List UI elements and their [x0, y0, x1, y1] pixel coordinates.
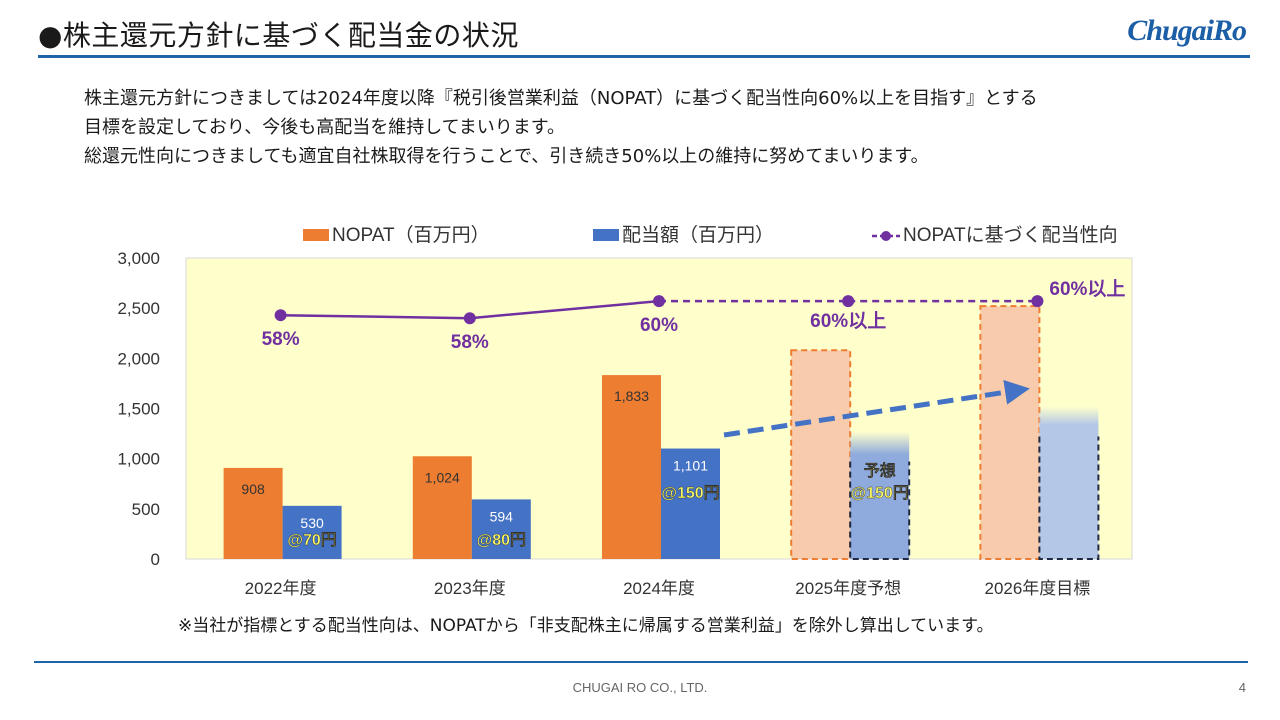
nopat-value-label: 908 — [241, 481, 265, 497]
y-tick-label: 500 — [132, 500, 160, 519]
y-tick-label: 2,500 — [117, 299, 160, 318]
payout-ratio-point — [274, 309, 287, 322]
dividend-bar — [282, 505, 342, 559]
legend-swatch — [303, 229, 329, 241]
footnote: ※当社が指標とする配当性向は、NOPATから「非支配株主に帰属する営業利益」を除… — [178, 616, 994, 636]
nopat-bar — [602, 375, 661, 559]
payout-ratio-line — [280, 313, 470, 320]
y-tick-label: 3,000 — [117, 249, 160, 268]
payout-ratio-point — [463, 312, 476, 325]
payout-ratio-point — [1031, 295, 1044, 308]
legend-label: 配当額（百万円） — [622, 224, 774, 246]
nopat-bar — [790, 349, 852, 560]
trend-arrow — [723, 379, 1030, 438]
dividend-bar — [661, 448, 720, 559]
payout-ratio-label: 58% — [451, 332, 489, 353]
title-divider — [38, 55, 1250, 58]
payout-ratio-label: 60%以上 — [1049, 278, 1125, 300]
footer-divider — [34, 661, 1248, 663]
y-tick-label: 1,500 — [117, 400, 160, 419]
intro-line-2: 目標を設定しており、今後も高配当を維持してまいります。 — [84, 117, 565, 138]
x-tick-label: 2022年度 — [245, 579, 317, 598]
nopat-bar — [979, 305, 1041, 560]
payout-ratio-point — [842, 295, 855, 308]
y-tick-label: 2,000 — [117, 349, 160, 368]
dividend-bar-outline — [849, 461, 911, 560]
nopat-bar — [412, 456, 472, 559]
legend-label: NOPATに基づく配当性向 — [903, 224, 1118, 246]
payout-ratio-label: 60% — [640, 315, 678, 336]
x-tick-label: 2025年度予想 — [795, 579, 901, 598]
payout-ratio-label: 60%以上 — [810, 310, 886, 332]
nopat-value-label: 1,833 — [614, 388, 649, 404]
nopat-value-label: 1,024 — [425, 469, 460, 485]
payout-ratio-label: 58% — [262, 329, 300, 350]
dividend-bar — [471, 499, 531, 559]
per-share-annotation: 予想 — [864, 461, 896, 480]
per-share-annotation: @150円 — [661, 484, 719, 502]
intro-text: 株主還元方針につきましては2024年度以降『税引後営業利益（NOPAT）に基づく… — [84, 84, 1234, 171]
payout-ratio-line — [469, 299, 660, 320]
per-share-annotation: @70円 — [287, 531, 336, 549]
dividend-value-label: 530 — [300, 515, 324, 531]
page-number: 4 — [1238, 680, 1246, 695]
nopat-bar — [223, 467, 283, 559]
dividend-bar — [850, 431, 910, 559]
x-tick-label: 2023年度 — [434, 579, 506, 598]
per-share-annotation: @80円 — [477, 531, 526, 549]
legend-marker — [881, 231, 891, 241]
page-title: ●株主還元方針に基づく配当金の状況 — [38, 19, 519, 52]
y-tick-label: 1,000 — [117, 450, 160, 469]
x-tick-label: 2026年度目標 — [984, 579, 1090, 598]
dividend-bar — [1039, 406, 1099, 559]
y-tick-label: 0 — [151, 550, 160, 569]
dividend-value-label: 594 — [490, 508, 514, 524]
x-tick-label: 2024年度 — [623, 579, 695, 598]
legend-swatch — [593, 229, 619, 241]
footer-company: CHUGAI RO CO., LTD. — [572, 680, 708, 695]
intro-line-1: 株主還元方針につきましては2024年度以降『税引後営業利益（NOPAT）に基づく… — [84, 88, 1038, 109]
intro-line-3: 総還元性向につきましても適宜自社株取得を行うことで、引き続き50%以上の維持に努… — [84, 146, 929, 167]
per-share-annotation: @150円 — [851, 484, 909, 502]
legend-label: NOPAT（百万円） — [332, 224, 490, 246]
dividend-bar-outline — [1038, 436, 1100, 560]
company-logo: ChugaiRo — [1127, 14, 1247, 47]
dividend-value-label: 1,101 — [673, 458, 708, 474]
payout-ratio-point — [653, 295, 665, 308]
